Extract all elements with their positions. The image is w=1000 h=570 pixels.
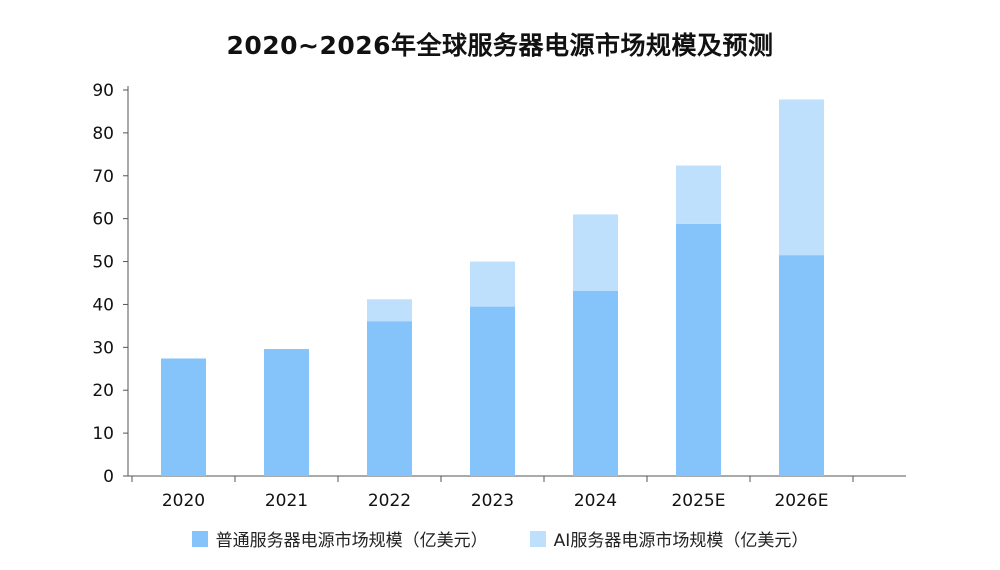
x-tick-label: 2020 [162, 491, 205, 511]
bar-regular-2026E [779, 255, 824, 476]
bar-ai-2022 [367, 299, 412, 322]
y-tick-label: 20 [92, 381, 114, 401]
legend-entry-ai: AI服务器电源市场规模（亿美元） [529, 526, 809, 551]
bar-ai-2023 [470, 261, 515, 307]
legend-swatch-ai [529, 530, 546, 547]
y-tick-label: 70 [92, 167, 114, 187]
y-tick-label: 50 [92, 253, 114, 273]
bar-ai-2026E [779, 99, 824, 256]
bar-regular-2021 [264, 349, 309, 476]
x-tick-label: 2022 [368, 491, 411, 511]
y-tick-label: 30 [92, 338, 114, 358]
y-tick-label: 0 [103, 467, 114, 487]
bar-regular-2020 [161, 358, 206, 476]
legend-label-ai: AI服务器电源市场规模（亿美元） [553, 531, 809, 551]
legend: 普通服务器电源市场规模（亿美元） AI服务器电源市场规模（亿美元） [0, 526, 1000, 551]
x-tick-label: 2024 [574, 491, 617, 511]
y-tick-label: 60 [92, 210, 114, 230]
y-tick-label: 10 [92, 424, 114, 444]
legend-swatch-regular [191, 530, 208, 547]
x-tick-label: 2026E [774, 491, 828, 511]
x-axis: 2020 2021 2022 2023 2024 2025E 2026E [128, 475, 906, 511]
y-tick-label: 90 [92, 81, 114, 101]
bar-regular-2023 [470, 306, 515, 476]
legend-entry-regular: 普通服务器电源市场规模（亿美元） [191, 526, 488, 551]
bar-regular-2025E [676, 223, 721, 476]
y-tick-label: 80 [92, 124, 114, 144]
bar-ai-2024 [573, 214, 618, 291]
x-tick-label: 2021 [265, 491, 308, 511]
chart-title: 2020~2026年全球服务器电源市场规模及预测 [226, 31, 774, 60]
bars [161, 99, 824, 476]
bar-regular-2024 [573, 290, 618, 476]
bar-regular-2022 [367, 321, 412, 476]
y-axis: 0 10 20 30 40 50 60 70 80 90 [92, 81, 129, 487]
x-tick-label: 2023 [471, 491, 514, 511]
x-tick-label: 2025E [671, 491, 725, 511]
legend-label-regular: 普通服务器电源市场规模（亿美元） [215, 531, 488, 551]
y-tick-label: 40 [92, 295, 114, 315]
bar-ai-2025E [676, 165, 721, 224]
